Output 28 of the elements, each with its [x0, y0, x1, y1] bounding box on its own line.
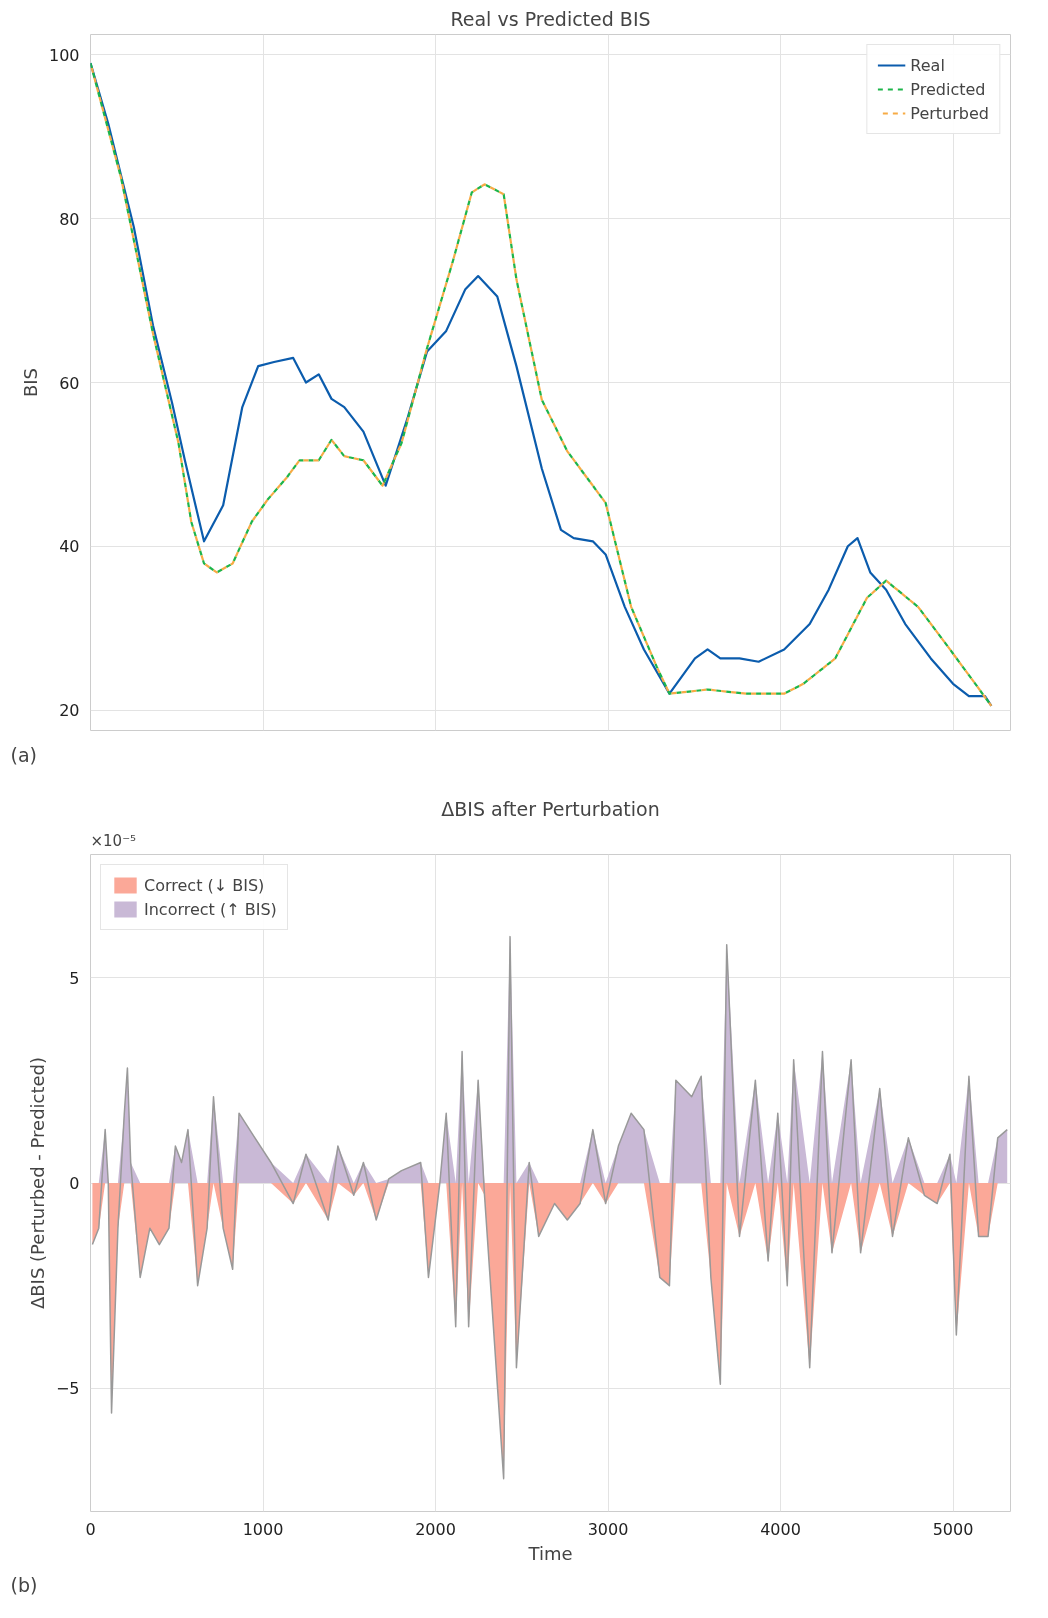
- x-tick-label: 2000: [415, 1519, 456, 1539]
- x-axis-title: Time: [527, 1542, 573, 1564]
- y-tick-label: 5: [69, 968, 80, 988]
- legend-label: Correct (↓ BIS): [144, 875, 265, 895]
- y-tick-label: 40: [59, 537, 80, 557]
- chart-title: Real vs Predicted BIS: [450, 7, 651, 30]
- x-tick-label: 1000: [242, 1519, 284, 1539]
- line-series: [91, 935, 1008, 1480]
- legend-label: Incorrect (↑ BIS): [144, 899, 277, 919]
- legend-label: Real: [910, 55, 945, 75]
- x-tick-label: 4000: [760, 1519, 801, 1539]
- x-tick-label: 5000: [932, 1519, 974, 1539]
- y-tick-label: −5: [55, 1379, 80, 1399]
- text: ×10⁻⁵: [90, 831, 137, 850]
- x-tick-label: 0: [85, 1519, 96, 1539]
- text: (a): [10, 743, 37, 766]
- x-tick-label: 3000: [587, 1519, 629, 1539]
- y-axis-title: BIS: [19, 367, 41, 398]
- y-tick-label: 100: [48, 45, 80, 65]
- y-tick-label: 0: [69, 1174, 80, 1193]
- y-tick-label: 20: [59, 701, 80, 721]
- y-tick-label: 80: [59, 209, 80, 229]
- legend-label: Predicted: [910, 79, 986, 99]
- legend-label: Perturbed: [910, 103, 989, 123]
- chart-title: ΔBIS after Perturbation: [441, 797, 660, 820]
- text: (b): [10, 1573, 38, 1596]
- y-tick-label: 60: [59, 373, 80, 393]
- y-axis-title: ΔBIS (Perturbed - Predicted): [26, 1056, 48, 1310]
